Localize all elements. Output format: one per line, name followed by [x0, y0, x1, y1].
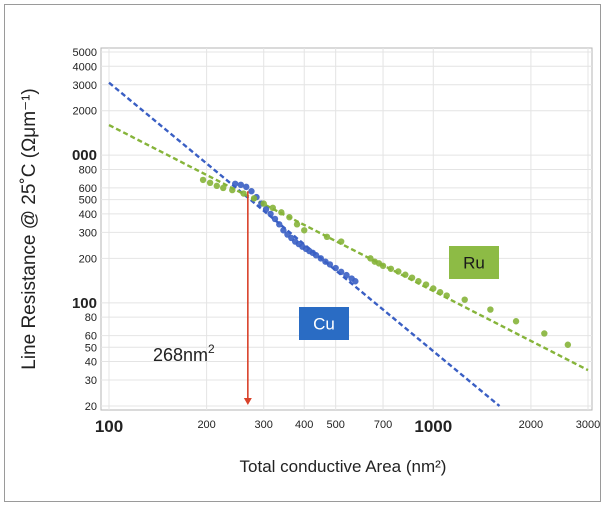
ru-data-point — [199, 176, 207, 184]
ru-label-box — [449, 246, 499, 279]
figure-frame: 268nm2 Cu Ru 5000 4000 3000 2000 000 800 600 500 4… — [4, 4, 601, 502]
x-tick-label: 700 — [374, 419, 392, 431]
y-tick-label: 200 — [79, 253, 97, 265]
y-tick-label: 800 — [79, 164, 97, 176]
cu-data-point — [237, 181, 245, 189]
annotations: 268nm2 Cu Ru — [153, 191, 499, 405]
ru-data-point — [229, 186, 236, 194]
ru-data-point — [415, 278, 422, 285]
ru-series-label: Ru — [463, 254, 485, 273]
y-tick-label: 4000 — [73, 61, 97, 73]
cu-data-point — [332, 264, 339, 272]
ru-data-point — [260, 200, 267, 207]
ru-data-point — [250, 195, 258, 202]
y-tick-label: 500 — [79, 195, 97, 207]
ru-data-point — [512, 318, 520, 325]
ru-data-point — [541, 330, 548, 337]
ru-data-point — [379, 262, 387, 270]
area-marker-arrowhead — [243, 398, 252, 405]
y-tick-label: 2000 — [73, 106, 97, 118]
x-tick-label: 500 — [326, 419, 344, 431]
cu-data-point — [243, 183, 250, 191]
y-tick-label: 400 — [79, 209, 97, 221]
y-tick-label: 100 — [72, 295, 97, 312]
x-tick-label: 400 — [295, 419, 313, 431]
ru-data-point — [323, 233, 331, 241]
y-tick-label: 600 — [79, 183, 97, 195]
y-tick-label: 3000 — [73, 80, 97, 92]
x-tick-label: 300 — [255, 419, 273, 431]
ru-data-point — [293, 221, 301, 228]
cu-data-point — [280, 227, 287, 234]
ru-data-point — [367, 255, 374, 262]
cu-data-point — [271, 215, 279, 223]
y-tick-label: 5000 — [73, 47, 97, 59]
plot-area — [100, 47, 593, 411]
ru-data-point — [337, 238, 345, 245]
cu-data-point — [343, 271, 350, 279]
ru-data-point — [387, 265, 395, 272]
ru-data-point — [286, 214, 293, 221]
x-tick-label: 2000 — [519, 419, 543, 431]
ru-data-point — [430, 285, 437, 292]
y-tick-label: 300 — [79, 227, 97, 239]
ru-data-point — [301, 227, 308, 234]
cu-data-point — [248, 188, 255, 195]
ru-data-point — [206, 179, 214, 187]
cu-data-point — [262, 206, 270, 213]
grid-lines — [101, 48, 592, 410]
cu-data-point — [317, 255, 325, 262]
x-tick-label: 200 — [197, 419, 215, 431]
area-annotation: 268nm2 — [153, 342, 215, 365]
y-axis-label: Line Resistance @ 25˚C (Ωμm⁻¹) — [19, 88, 40, 369]
cu-label-box — [299, 307, 349, 340]
ru-data-point — [395, 268, 402, 275]
ru-data-point — [213, 182, 221, 190]
cu-data-point — [337, 268, 345, 276]
y-tick-label: 50 — [85, 342, 97, 354]
ru-data-point — [422, 281, 430, 288]
cu-data-point — [312, 252, 320, 259]
ru-data-point — [269, 204, 277, 212]
y-tick-label: 000 — [72, 147, 97, 164]
ru-data-point — [240, 190, 247, 197]
cu-series-label: Cu — [313, 315, 335, 334]
cu-data-point — [276, 221, 283, 228]
ru-fit-line — [108, 123, 589, 372]
ru-data-point — [402, 271, 409, 278]
y-tick-label: 20 — [85, 401, 97, 413]
data-points — [199, 176, 572, 348]
x-tick-label: 3000 — [576, 419, 600, 431]
ru-data-point — [220, 184, 227, 192]
y-tick-label: 30 — [85, 375, 97, 387]
ru-data-point — [443, 292, 450, 299]
ru-data-point — [408, 274, 416, 281]
cu-fit-line — [108, 81, 501, 407]
cu-data-point — [231, 180, 239, 187]
x-tick-labels: 100 200 300 400 500 700 1000 2000 3000 — [95, 417, 600, 436]
fit-lines — [108, 81, 589, 407]
x-tick-label: 100 — [95, 417, 123, 436]
y-tick-label: 60 — [85, 331, 97, 343]
ru-data-point — [436, 289, 444, 296]
cu-data-point — [267, 210, 274, 218]
ru-data-point — [278, 209, 285, 216]
x-tick-label: 1000 — [414, 417, 452, 436]
ru-data-point — [564, 341, 572, 348]
y-tick-label: 80 — [85, 312, 97, 324]
ru-data-point — [461, 296, 468, 303]
ru-data-point — [487, 306, 494, 313]
x-axis-label: Total conductive Area (nm²) — [240, 457, 447, 476]
cu-data-point — [352, 278, 359, 285]
y-tick-label: 40 — [85, 357, 97, 369]
cu-data-point — [326, 261, 334, 268]
